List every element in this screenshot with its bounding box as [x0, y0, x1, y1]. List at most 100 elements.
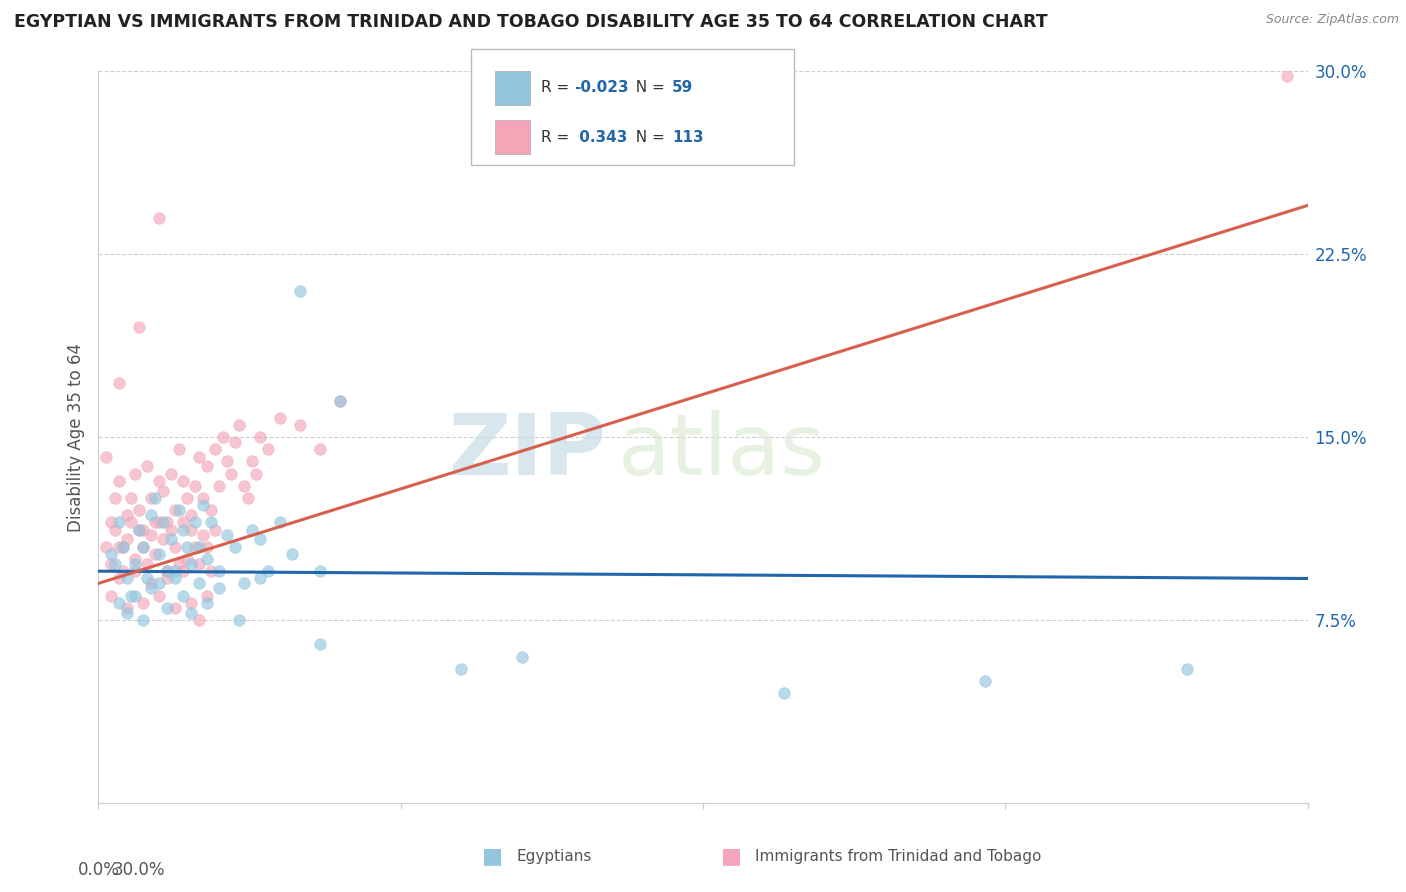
Point [148, 547, 170, 561]
Point [148, 474, 170, 488]
Point [111, 540, 134, 554]
Point [148, 589, 170, 603]
Point [224, 434, 246, 449]
Point [204, 523, 226, 537]
Point [176, 491, 198, 505]
Point [184, 479, 207, 493]
Point [163, 503, 186, 517]
Point [103, 523, 125, 537]
Text: Source: ZipAtlas.com: Source: ZipAtlas.com [1265, 13, 1399, 27]
Point [107, 474, 129, 488]
Point [329, 393, 352, 408]
Point [124, 552, 146, 566]
Text: ZIP: ZIP [449, 410, 606, 493]
Point [176, 552, 198, 566]
Point [107, 596, 129, 610]
Point [100, 516, 122, 530]
Point [172, 523, 194, 537]
Point [107, 376, 129, 391]
Point [200, 564, 222, 578]
Point [163, 540, 186, 554]
Point [160, 533, 183, 547]
Point [124, 557, 146, 571]
Point [96, 450, 118, 464]
Point [269, 410, 291, 425]
Point [188, 613, 211, 627]
Point [200, 503, 222, 517]
Point [132, 540, 155, 554]
Point [256, 442, 278, 457]
Point [281, 547, 304, 561]
Point [1277, 69, 1299, 83]
Point [163, 564, 186, 578]
Point [184, 516, 207, 530]
Point [195, 589, 218, 603]
Point [156, 564, 179, 578]
Point [143, 516, 166, 530]
Point [217, 527, 239, 541]
Point [120, 589, 142, 603]
Point [152, 483, 174, 498]
Point [228, 613, 250, 627]
Point [167, 557, 190, 571]
Point [188, 576, 211, 591]
Point [120, 491, 142, 505]
Text: 30.0%: 30.0% [112, 862, 165, 880]
Point [120, 516, 142, 530]
Point [193, 491, 215, 505]
Text: 0.343: 0.343 [574, 129, 627, 145]
Point [135, 557, 157, 571]
Point [148, 211, 170, 225]
Point [180, 606, 202, 620]
Point [111, 540, 134, 554]
Point [772, 686, 794, 700]
Point [193, 499, 215, 513]
Point [156, 600, 179, 615]
Point [974, 673, 997, 688]
Point [111, 564, 134, 578]
Point [245, 467, 267, 481]
Point [139, 508, 162, 522]
Point [132, 540, 155, 554]
Text: -0.023: -0.023 [574, 80, 628, 95]
Point [188, 557, 211, 571]
Point [103, 491, 125, 505]
Point [256, 564, 278, 578]
Text: 0.0%: 0.0% [77, 862, 120, 880]
Point [309, 442, 332, 457]
Text: N =: N = [626, 80, 669, 95]
Point [176, 540, 198, 554]
Point [228, 417, 250, 432]
Point [148, 516, 170, 530]
Point [139, 491, 162, 505]
Point [288, 417, 311, 432]
Point [128, 523, 150, 537]
Point [208, 479, 231, 493]
Text: 113: 113 [672, 129, 703, 145]
Y-axis label: Disability Age 35 to 64: Disability Age 35 to 64 [66, 343, 84, 532]
Point [309, 637, 332, 651]
Point [124, 564, 146, 578]
Point [195, 552, 218, 566]
Point [100, 557, 122, 571]
Point [249, 430, 271, 444]
Point [152, 516, 174, 530]
Point [450, 662, 472, 676]
Point [132, 613, 155, 627]
Point [249, 533, 271, 547]
Point [135, 459, 157, 474]
Point [143, 547, 166, 561]
Text: ■: ■ [482, 847, 502, 866]
Point [139, 581, 162, 595]
Point [309, 564, 332, 578]
Point [1175, 662, 1198, 676]
Point [208, 564, 231, 578]
Point [115, 508, 138, 522]
Point [204, 442, 226, 457]
Point [115, 600, 138, 615]
Point [132, 523, 155, 537]
Point [160, 467, 183, 481]
Point [240, 454, 263, 468]
Point [288, 284, 311, 298]
Point [107, 540, 129, 554]
